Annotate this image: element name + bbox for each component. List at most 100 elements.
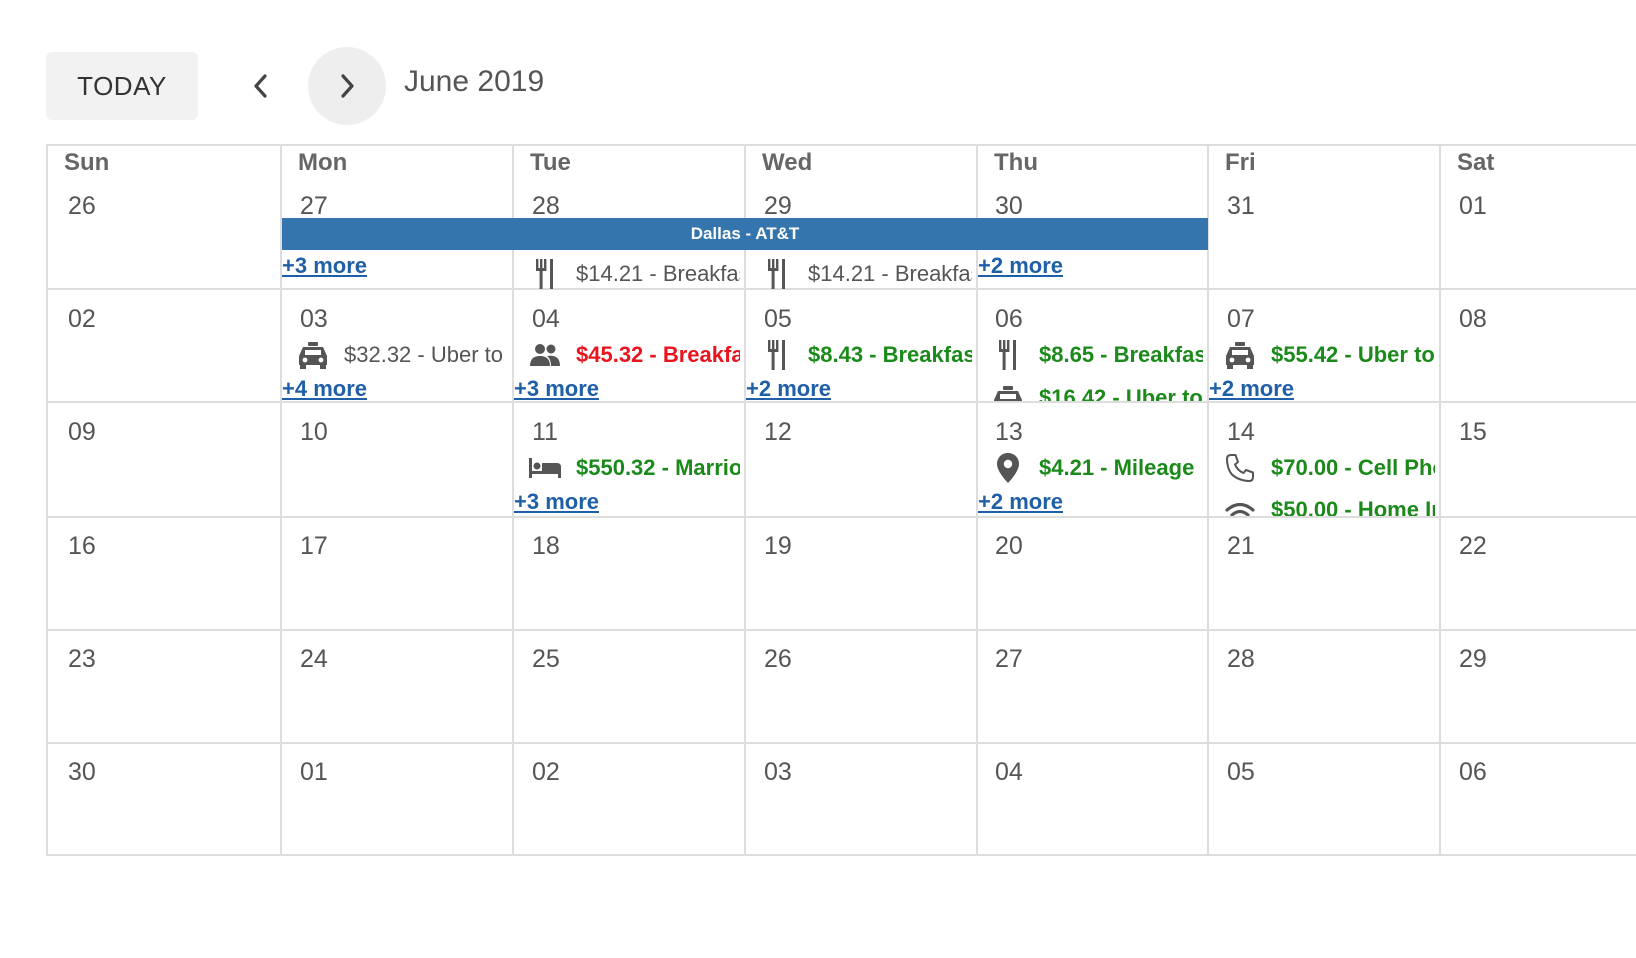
- event-item[interactable]: $16.42 - Uber to: [991, 380, 1203, 401]
- event-item[interactable]: $8.43 - Breakfast: [760, 337, 972, 373]
- day-number[interactable]: 06: [1459, 758, 1487, 786]
- day-number[interactable]: 07: [1227, 305, 1255, 333]
- day-number[interactable]: 06: [995, 305, 1023, 333]
- day-number[interactable]: 28: [532, 192, 560, 220]
- day-number[interactable]: 13: [995, 418, 1023, 446]
- day-number[interactable]: 15: [1459, 418, 1487, 446]
- day-number[interactable]: 21: [1227, 532, 1255, 560]
- event-label: $550.32 - Marriott: [576, 455, 740, 480]
- event-label: $50.00 - Home Internet: [1271, 497, 1435, 516]
- more-events-link[interactable]: +2 more: [746, 376, 831, 401]
- day-number[interactable]: 09: [68, 418, 96, 446]
- grid-line: [48, 742, 1636, 744]
- more-events-link[interactable]: +3 more: [514, 489, 599, 514]
- day-number[interactable]: 31: [1227, 192, 1255, 220]
- weekday-header: Fri: [1225, 149, 1256, 176]
- day-number[interactable]: 04: [532, 305, 560, 333]
- grid-line: [976, 146, 978, 854]
- more-events-link[interactable]: +2 more: [978, 253, 1063, 278]
- event-item[interactable]: $550.32 - Marriott: [528, 450, 740, 486]
- day-number[interactable]: 12: [764, 418, 792, 446]
- day-number[interactable]: 17: [300, 532, 328, 560]
- grid-line: [48, 401, 1636, 403]
- map-pin-icon: [991, 451, 1025, 485]
- weekday-header: Mon: [298, 149, 348, 176]
- day-number[interactable]: 04: [995, 758, 1023, 786]
- day-number[interactable]: 14: [1227, 418, 1255, 446]
- day-number[interactable]: 10: [300, 418, 328, 446]
- day-number[interactable]: 27: [300, 192, 328, 220]
- weekday-header: Thu: [994, 149, 1038, 176]
- day-number[interactable]: 25: [532, 645, 560, 673]
- day-number[interactable]: 28: [1227, 645, 1255, 673]
- event-item[interactable]: $55.42 - Uber to: [1223, 337, 1435, 373]
- day-number[interactable]: 27: [995, 645, 1023, 673]
- day-number[interactable]: 26: [68, 192, 96, 220]
- day-number[interactable]: 11: [532, 418, 558, 446]
- day-number[interactable]: 22: [1459, 532, 1487, 560]
- people-icon: [528, 338, 562, 372]
- day-number[interactable]: 08: [1459, 305, 1487, 333]
- event-label: $8.65 - Breakfast: [1039, 342, 1203, 367]
- event-item[interactable]: $8.65 - Breakfast: [991, 337, 1203, 373]
- grid-line: [512, 146, 514, 854]
- day-number[interactable]: 03: [300, 305, 328, 333]
- event-label: $70.00 - Cell Phone: [1271, 455, 1435, 480]
- day-number[interactable]: 29: [1459, 645, 1487, 673]
- grid-line: [48, 516, 1636, 518]
- day-number[interactable]: 01: [300, 758, 328, 786]
- more-events-link[interactable]: +4 more: [282, 376, 367, 401]
- event-item[interactable]: $32.32 - Uber to: [296, 337, 504, 373]
- fork-knife-icon: [760, 257, 794, 291]
- event-item[interactable]: $45.32 - Breakfast: [528, 337, 740, 373]
- more-events-link[interactable]: +2 more: [1209, 376, 1294, 401]
- event-label: $14.21 - Breakfast: [576, 261, 740, 286]
- event-label: $45.32 - Breakfast: [576, 342, 740, 367]
- day-number[interactable]: 26: [764, 645, 792, 673]
- more-events-link[interactable]: +3 more: [282, 253, 367, 278]
- day-number[interactable]: 19: [764, 532, 792, 560]
- event-label: $4.21 - Mileage: [1039, 455, 1195, 480]
- event-item[interactable]: $14.21 - Breakfast: [760, 256, 972, 292]
- day-number[interactable]: 01: [1459, 192, 1487, 220]
- prev-month-button[interactable]: [222, 47, 300, 125]
- more-events-link[interactable]: +2 more: [978, 489, 1063, 514]
- event-item[interactable]: $50.00 - Home Internet: [1223, 495, 1435, 516]
- day-number[interactable]: 23: [68, 645, 96, 673]
- more-events-link[interactable]: +3 more: [514, 376, 599, 401]
- weekday-header: Wed: [762, 149, 813, 176]
- day-number[interactable]: 05: [1227, 758, 1255, 786]
- day-number[interactable]: 18: [532, 532, 560, 560]
- today-button[interactable]: TODAY: [46, 52, 198, 120]
- month-title: June 2019: [404, 65, 545, 98]
- event-item[interactable]: $70.00 - Cell Phone: [1223, 450, 1435, 486]
- event-item[interactable]: $4.21 - Mileage: [991, 450, 1203, 486]
- grid-line: [280, 146, 282, 854]
- day-number[interactable]: 24: [300, 645, 328, 673]
- taxi-icon: [296, 338, 330, 372]
- chevron-right-icon: [341, 74, 354, 98]
- grid-line: [1439, 146, 1441, 854]
- event-item[interactable]: $14.21 - Breakfast: [528, 256, 740, 292]
- calendar-toolbar: TODAY June 2019: [0, 0, 1636, 140]
- weekday-header: Tue: [530, 149, 571, 176]
- day-number[interactable]: 29: [764, 192, 792, 220]
- day-number[interactable]: 02: [532, 758, 560, 786]
- day-number[interactable]: 05: [764, 305, 792, 333]
- weekday-header: Sun: [64, 149, 110, 176]
- day-number[interactable]: 03: [764, 758, 792, 786]
- day-number[interactable]: 30: [68, 758, 96, 786]
- grid-line: [1207, 146, 1209, 854]
- grid-line: [744, 146, 746, 854]
- day-number[interactable]: 16: [68, 532, 96, 560]
- bed-icon: [528, 451, 562, 485]
- day-number[interactable]: 20: [995, 532, 1023, 560]
- next-month-button[interactable]: [308, 47, 386, 125]
- trip-banner[interactable]: Dallas - AT&T: [282, 218, 1208, 250]
- grid-line: [48, 629, 1636, 631]
- day-number[interactable]: 30: [995, 192, 1023, 220]
- day-number[interactable]: 02: [68, 305, 96, 333]
- weekday-header: Sat: [1457, 149, 1495, 176]
- taxi-icon: [1223, 338, 1257, 372]
- event-label: $8.43 - Breakfast: [808, 342, 972, 367]
